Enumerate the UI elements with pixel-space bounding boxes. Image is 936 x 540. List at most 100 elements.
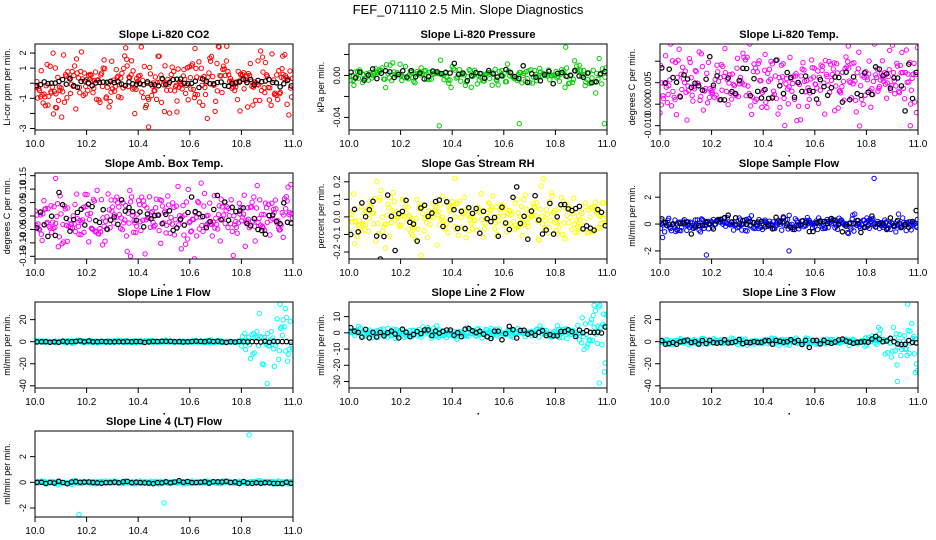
reference-point xyxy=(740,65,746,72)
reference-point xyxy=(451,332,457,339)
data-point xyxy=(196,200,202,206)
reference-point xyxy=(460,70,466,76)
data-point xyxy=(908,87,915,93)
data-point xyxy=(207,200,213,206)
data-point xyxy=(472,217,478,224)
data-point xyxy=(599,200,605,206)
reference-point xyxy=(861,338,868,345)
reference-point xyxy=(743,65,750,72)
y-tick-label: 0.10 xyxy=(18,180,28,198)
data-point xyxy=(569,79,576,86)
data-point xyxy=(230,252,237,259)
reference-point xyxy=(443,327,450,333)
data-point xyxy=(496,218,502,224)
data-point xyxy=(175,183,181,190)
reference-point xyxy=(513,184,520,190)
data-point xyxy=(902,96,908,102)
reference-point xyxy=(458,333,465,340)
data-point xyxy=(899,49,905,56)
y-axis: -30 -20 -10 0 10 xyxy=(332,312,349,388)
data-point xyxy=(233,224,240,231)
data-point xyxy=(275,356,282,363)
reference-point xyxy=(537,78,544,84)
data-point xyxy=(748,103,754,109)
data-point xyxy=(486,200,493,207)
data-point xyxy=(455,232,462,239)
data-point xyxy=(560,198,567,204)
data-point xyxy=(380,228,386,235)
data-point xyxy=(130,229,137,236)
data-point xyxy=(169,64,175,70)
data-point xyxy=(840,78,847,85)
y-tick-label: -0.10 xyxy=(18,233,28,254)
y-axis: -0.04 0.00 xyxy=(332,53,349,128)
outlier-point xyxy=(591,302,597,308)
reference-point xyxy=(513,335,520,341)
data-point xyxy=(445,77,451,83)
data-point xyxy=(152,87,158,94)
data-point xyxy=(414,196,420,203)
data-point xyxy=(169,221,175,227)
data-point xyxy=(260,69,266,75)
reference-point xyxy=(418,205,424,211)
data-point xyxy=(76,84,83,91)
data-point xyxy=(897,331,903,338)
data-point xyxy=(889,44,896,48)
data-point xyxy=(152,222,158,229)
data-point xyxy=(61,99,68,105)
data-point xyxy=(463,235,469,241)
reference-point xyxy=(118,197,125,203)
data-point xyxy=(874,341,880,348)
outlier-point xyxy=(452,175,458,182)
data-point xyxy=(896,90,903,96)
reference-point xyxy=(96,79,103,86)
reference-point xyxy=(869,213,875,219)
data-point xyxy=(851,60,857,66)
data-point xyxy=(868,104,874,110)
data-point xyxy=(241,86,247,92)
y-tick-label: 0.1 xyxy=(332,193,342,206)
data-point xyxy=(50,111,57,117)
reference-point xyxy=(692,80,698,87)
data-point xyxy=(456,198,463,204)
reference-point xyxy=(813,337,820,344)
data-point xyxy=(185,186,191,193)
data-point xyxy=(242,330,248,337)
reference-point xyxy=(89,83,95,89)
data-point xyxy=(537,323,543,329)
reference-point xyxy=(273,80,280,86)
data-point xyxy=(601,200,607,206)
data-point xyxy=(272,197,279,203)
reference-point xyxy=(454,225,461,232)
panel-8: Slope Line 2 Flow ml/min per min. 10.0 10.2… xyxy=(316,287,617,415)
data-point xyxy=(849,216,855,222)
data-point xyxy=(286,112,292,118)
data-point xyxy=(119,227,126,233)
data-point xyxy=(225,224,231,231)
reference-point xyxy=(144,211,151,217)
reference-point xyxy=(477,70,483,77)
data-point xyxy=(240,70,247,76)
x-tick-label: 10.2 xyxy=(77,139,97,150)
y-axis: -0.15-0.10-0.050.000.050.100.15 xyxy=(18,167,35,267)
data-point xyxy=(213,215,219,221)
data-point xyxy=(435,212,441,218)
reference-point xyxy=(670,221,676,227)
data-point xyxy=(713,92,719,98)
reference-point xyxy=(399,208,406,215)
data-point xyxy=(173,203,180,209)
reference-point xyxy=(535,217,542,223)
reference-point xyxy=(677,94,684,100)
data-point xyxy=(762,51,768,58)
data-point xyxy=(259,211,265,218)
reference-point xyxy=(502,330,509,337)
plot-frame xyxy=(34,43,294,131)
data-point xyxy=(261,211,267,218)
outlier-point xyxy=(871,175,877,182)
panel-6: Slope Sample Flow ml/min per min. 10.0 10.2… xyxy=(627,158,928,286)
x-axis-mark xyxy=(477,413,479,415)
x-tick-label: 10.6 xyxy=(180,268,200,279)
data-point xyxy=(522,192,529,198)
